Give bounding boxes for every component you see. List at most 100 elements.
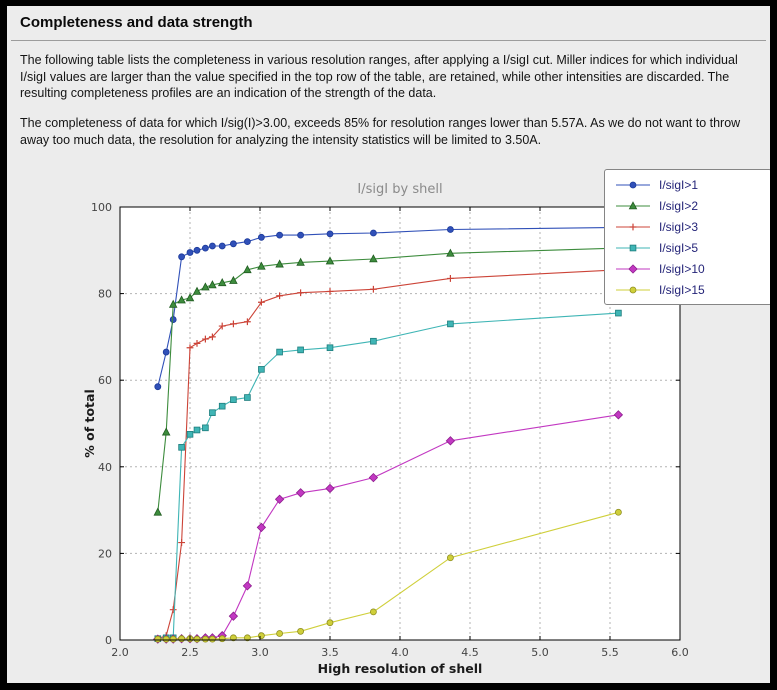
series-marker-triangle: [185, 293, 195, 302]
series-marker-circle: [276, 231, 284, 239]
x-tick-label: 5.0: [531, 646, 549, 659]
series-line-isigi-gt-1: [157, 226, 619, 387]
series-marker-plus: [326, 288, 334, 295]
series-marker-triangle: [275, 259, 284, 268]
legend-sample-triangle-icon: [616, 200, 650, 209]
series-marker-square: [276, 348, 283, 356]
series-marker-circle: [257, 632, 265, 640]
series-marker-circle: [297, 627, 305, 635]
series-marker-circle: [186, 249, 194, 256]
series-marker-triangle: [217, 278, 227, 287]
series-marker-plus: [169, 606, 177, 614]
series-marker-circle: [208, 242, 216, 250]
x-axis-label: High resolution of shell: [318, 661, 483, 676]
series-marker-square: [218, 402, 226, 410]
x-tick-label: 4.5: [461, 646, 479, 659]
series-marker-circle: [208, 635, 216, 643]
x-tick-label: 6.0: [671, 646, 689, 659]
series-marker-circle: [446, 554, 454, 562]
completeness-chart-figure: 2.0 2.5 3.0 3.5 4.0 4.5 5.0 5.5 6.0 0 20 40 60 80 100 I…: [7, 162, 770, 682]
series-marker-circle: [446, 226, 454, 233]
legend-item-isigi-gt-10: I/sigI>10: [614, 261, 766, 276]
series-marker-plus: [193, 339, 201, 347]
page-title: Completeness and data strength: [20, 14, 253, 31]
x-tick-label: 5.5: [601, 646, 619, 659]
y-tick-label: 80: [98, 288, 112, 301]
y-tick-label: 60: [98, 374, 112, 387]
series-marker-triangle: [628, 200, 638, 209]
series-marker-circle: [297, 231, 305, 239]
x-tick-label: 3.5: [321, 646, 339, 659]
legend-sample-diamond-icon: [616, 263, 650, 274]
y-tick-label: 40: [98, 461, 112, 474]
series-marker-plus: [209, 333, 216, 341]
legend-item-isigi-gt-1: I/sigI>1: [614, 177, 766, 192]
series-marker-circle: [615, 508, 622, 516]
series-marker-diamond: [613, 410, 624, 420]
series-marker-diamond: [228, 611, 239, 621]
series-marker-plus: [244, 318, 251, 326]
series-marker-circle: [193, 635, 201, 643]
series-marker-plus: [178, 539, 185, 546]
series-marker-plus: [202, 335, 209, 343]
legend-item-isigi-gt-15: I/sigI>15: [614, 282, 766, 297]
series-marker-circle: [276, 630, 284, 637]
legend-label: I/sigI>15: [659, 282, 705, 297]
series-line-isigi-gt-3: [157, 269, 619, 640]
series-marker-circle: [154, 635, 162, 643]
series-marker-circle: [169, 316, 177, 323]
series-marker-triangle: [325, 256, 335, 265]
series-marker-triangle: [369, 254, 378, 263]
x-tick-label: 2.5: [181, 646, 199, 659]
legend-label: I/sigI>5: [659, 240, 699, 255]
series-marker-square: [178, 444, 185, 451]
series-marker-plus: [629, 223, 637, 230]
series-marker-plus: [447, 275, 454, 282]
series-marker-triangle: [177, 295, 186, 304]
series-marker-circle: [193, 246, 201, 254]
series-marker-circle: [169, 635, 177, 643]
legend-sample-circle-icon: [616, 286, 650, 293]
series-marker-circle: [218, 242, 226, 250]
series-marker-plus: [186, 344, 194, 352]
series-marker-circle: [243, 634, 251, 642]
series-marker-circle: [201, 635, 209, 643]
y-tick-label: 20: [98, 547, 112, 560]
legend-label: I/sigI>10: [659, 261, 705, 276]
series-marker-triangle: [153, 507, 163, 516]
series-marker-circle: [257, 233, 265, 241]
series-marker-plus: [258, 298, 265, 306]
y-axis-label: % of total: [82, 389, 97, 458]
legend-label: I/sigI>1: [659, 177, 699, 192]
series-marker-square: [326, 344, 334, 352]
series-marker-diamond: [242, 581, 253, 591]
series-marker-circle: [369, 608, 377, 616]
series-marker-circle: [154, 383, 162, 391]
report-page: Completeness and data strength The follo…: [7, 6, 770, 683]
series-marker-diamond: [628, 263, 638, 274]
series-marker-diamond: [274, 494, 285, 504]
legend-sample-plus-icon: [616, 223, 650, 230]
series-marker-circle: [629, 181, 637, 188]
series-marker-square: [615, 309, 622, 317]
y-tick-label: 100: [91, 201, 112, 214]
legend-sample-circle-icon: [616, 181, 650, 188]
series-marker-square: [258, 366, 265, 373]
legend-label: I/sigI>3: [659, 219, 699, 234]
series-marker-circle: [162, 635, 170, 643]
series-marker-diamond: [368, 472, 379, 483]
series-marker-square: [230, 396, 237, 403]
series-marker-plus: [276, 292, 283, 300]
series-marker-circle: [229, 634, 237, 642]
legend-item-isigi-gt-5: I/sigI>5: [614, 240, 766, 255]
series-marker-triangle: [257, 261, 266, 270]
chart-title: I/sigI by shell: [357, 182, 442, 197]
series-marker-diamond: [256, 522, 267, 533]
series-marker-plus: [370, 285, 377, 293]
series-marker-triangle: [446, 248, 455, 257]
series-marker-circle: [178, 253, 186, 261]
series-marker-triangle: [296, 257, 305, 266]
completeness-chart: 2.0 2.5 3.0 3.5 4.0 4.5 5.0 5.5 6.0 0 20 40 60 80 100 I…: [82, 182, 689, 676]
series-marker-triangle: [192, 286, 202, 295]
